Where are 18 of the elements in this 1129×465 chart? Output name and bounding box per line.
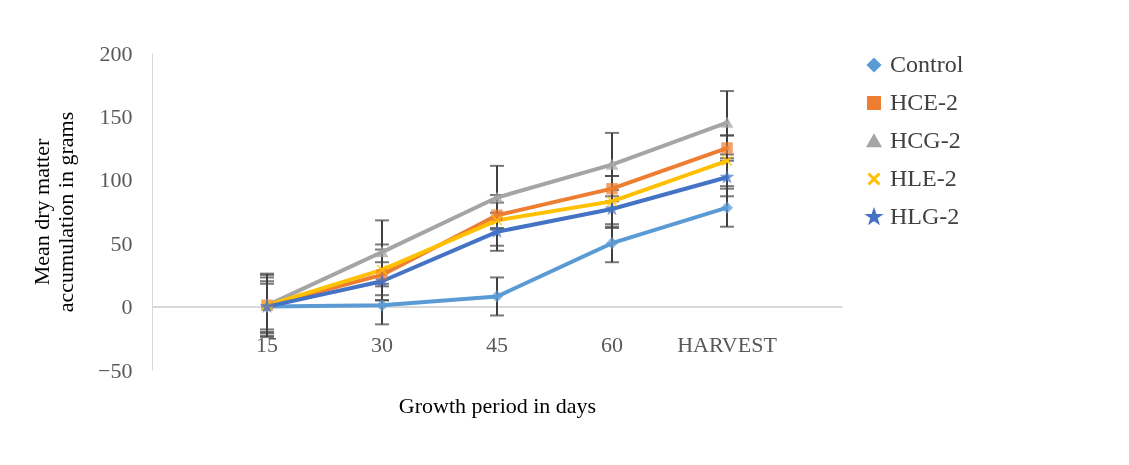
y-tick-label: 200	[99, 40, 133, 66]
legend-label: HLE-2	[890, 165, 957, 191]
x-tick-label: HARVEST	[677, 332, 778, 358]
legend-label: Control	[890, 51, 964, 77]
x-axis-title: Growth period in days	[398, 393, 597, 419]
y-tick-label: 100	[99, 167, 133, 193]
x-tick-label: 15	[256, 332, 278, 358]
y-tick-label: −50	[98, 357, 133, 383]
y-tick-label: 0	[121, 294, 133, 320]
x-tick-label: 30	[371, 332, 393, 358]
y-tick-label: 50	[110, 230, 133, 256]
y-axis-title: Mean dry matter accumulation in grams	[29, 111, 79, 313]
legend-label: HLG-2	[890, 203, 960, 229]
x-tick-label: 60	[601, 332, 623, 358]
legend-label: HCG-2	[890, 127, 961, 153]
x-tick-label: 45	[486, 332, 508, 358]
legend-label: HCE-2	[890, 89, 958, 115]
y-tick-label: 150	[99, 103, 133, 129]
